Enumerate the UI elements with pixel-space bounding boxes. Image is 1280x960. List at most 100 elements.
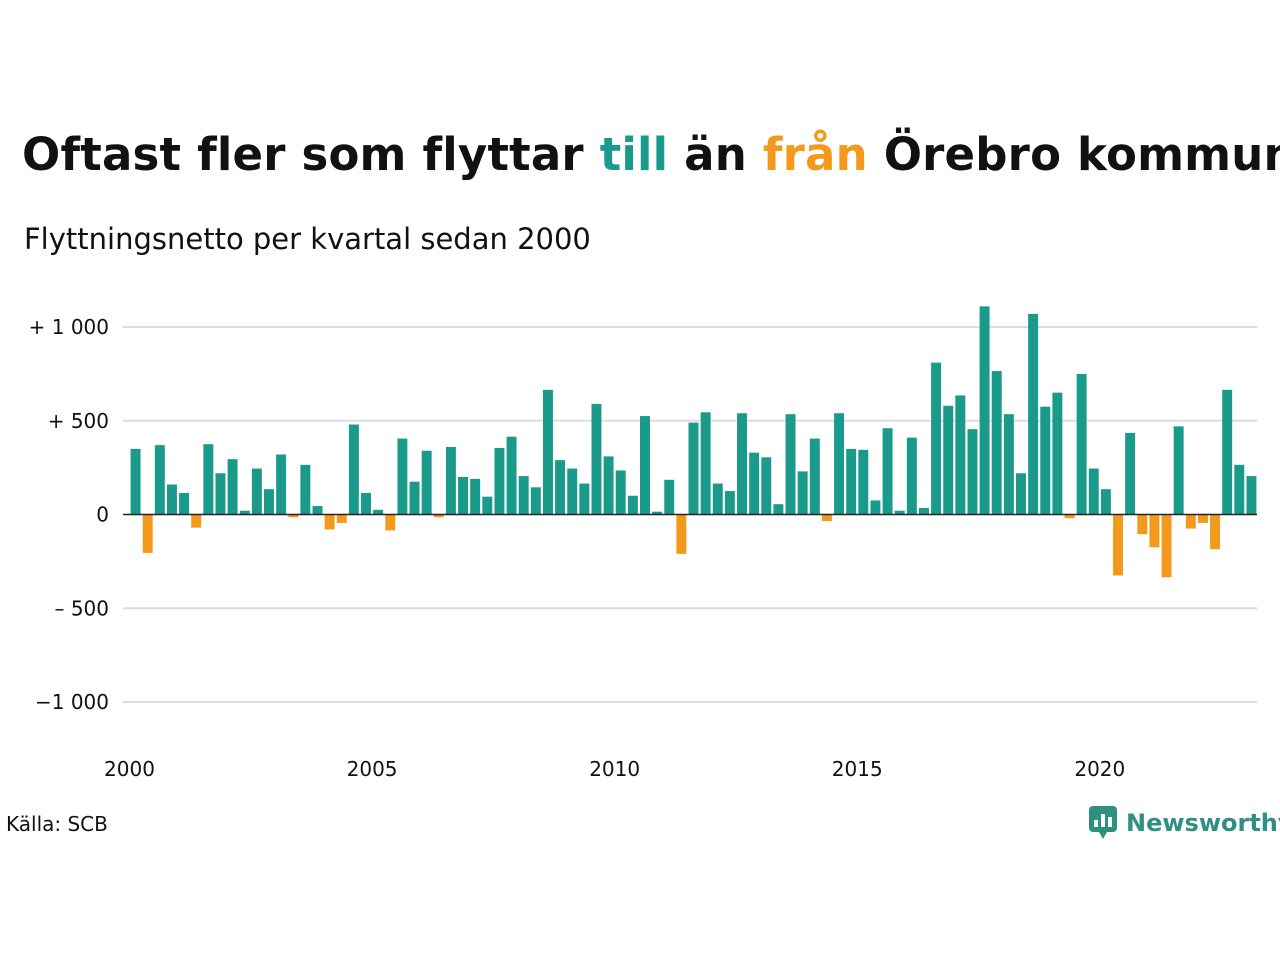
y-tick-label: −1 000	[35, 690, 109, 714]
bar	[288, 514, 299, 518]
bar	[191, 514, 202, 528]
bar	[494, 447, 505, 515]
chart-title: Oftast fler som flyttar till än från Öre…	[22, 128, 1280, 181]
bar	[979, 306, 990, 515]
bar	[276, 454, 287, 515]
bar	[943, 405, 954, 515]
bar	[991, 371, 1002, 515]
bar	[761, 457, 772, 515]
bar	[870, 500, 881, 515]
bar	[724, 491, 735, 515]
bar	[1161, 514, 1172, 578]
bar	[397, 438, 408, 515]
y-tick-label: + 1 000	[29, 315, 109, 339]
bar	[1052, 392, 1063, 515]
bar	[688, 422, 699, 515]
bar-chart: + 1 000 + 500 0 – 500 −1 000 2000 2005 2010 201…	[29, 306, 1257, 781]
bar	[664, 479, 675, 515]
x-tick-label: 2010	[589, 757, 640, 781]
brand-name: Newsworthy	[1126, 809, 1280, 837]
bar	[179, 492, 190, 515]
x-tick-label: 2000	[104, 757, 155, 781]
bar	[445, 447, 456, 515]
bar	[967, 429, 978, 515]
bar	[433, 514, 444, 518]
bar	[470, 478, 481, 515]
title-word-fran: från	[762, 128, 868, 181]
bar	[906, 437, 917, 515]
bar	[1028, 313, 1039, 515]
bar	[361, 492, 371, 515]
bar	[1088, 468, 1099, 515]
bar	[652, 511, 663, 515]
bar	[300, 464, 311, 515]
bar	[1003, 414, 1014, 515]
source-note: Källa: SCB	[6, 812, 108, 836]
bar	[1064, 514, 1075, 519]
bar	[518, 476, 529, 515]
bar	[785, 414, 796, 515]
bar	[1197, 514, 1208, 523]
bar	[1076, 373, 1087, 515]
bar	[1113, 514, 1123, 576]
bar	[579, 483, 590, 515]
bar	[955, 395, 966, 515]
title-part-before: Oftast fler som flyttar	[22, 128, 600, 181]
bar	[931, 362, 942, 515]
bar	[130, 448, 141, 515]
y-tick-label: – 500	[54, 596, 109, 620]
bar	[809, 438, 820, 515]
x-tick-label: 2015	[832, 757, 883, 781]
bar	[555, 460, 566, 515]
bar	[676, 514, 687, 554]
bar	[858, 449, 869, 515]
bar	[215, 473, 226, 515]
bar	[591, 403, 602, 515]
y-axis-ticks: + 1 000 + 500 0 – 500 −1 000	[29, 315, 109, 714]
bar	[166, 484, 177, 515]
bar	[773, 504, 784, 515]
bar	[312, 506, 323, 515]
bar	[458, 477, 469, 515]
bar	[712, 483, 723, 515]
bar	[324, 514, 335, 530]
bar	[227, 459, 238, 515]
bar	[834, 413, 845, 515]
bar	[482, 496, 493, 515]
bar	[264, 489, 274, 515]
bar	[251, 468, 262, 515]
bar	[373, 509, 384, 515]
chart-subtitle: Flyttningsnetto per kvartal sedan 2000	[24, 222, 591, 256]
title-part-after: Örebro kommun	[867, 128, 1280, 181]
x-tick-label: 2005	[347, 757, 398, 781]
newsworthy-chat-bars-icon	[1089, 806, 1117, 839]
bar	[348, 424, 359, 515]
bar	[749, 452, 760, 515]
bars	[123, 306, 1257, 578]
title-word-till: till	[599, 128, 669, 181]
newsworthy-logo[interactable]: Newsworthy	[1088, 803, 1280, 843]
bar	[627, 495, 638, 515]
bar	[615, 470, 626, 515]
bar	[1222, 389, 1233, 515]
bar	[1210, 514, 1221, 550]
bar	[846, 448, 857, 515]
title-part-middle: än	[668, 128, 763, 181]
x-axis-ticks: 2000 2005 2010 2015 2020	[104, 757, 1125, 781]
x-tick-label: 2020	[1074, 757, 1125, 781]
bar	[203, 444, 214, 515]
y-tick-label: + 500	[48, 409, 109, 433]
bar	[530, 487, 541, 515]
bar	[154, 445, 165, 515]
bar	[336, 514, 347, 523]
bar	[737, 413, 747, 515]
bar	[239, 510, 250, 515]
bar	[1040, 406, 1051, 515]
bar	[1016, 473, 1026, 515]
bar	[409, 481, 420, 515]
bar	[603, 456, 614, 515]
bar	[1149, 514, 1160, 548]
bar	[506, 436, 517, 515]
bar	[821, 514, 832, 522]
bar	[1185, 514, 1196, 529]
